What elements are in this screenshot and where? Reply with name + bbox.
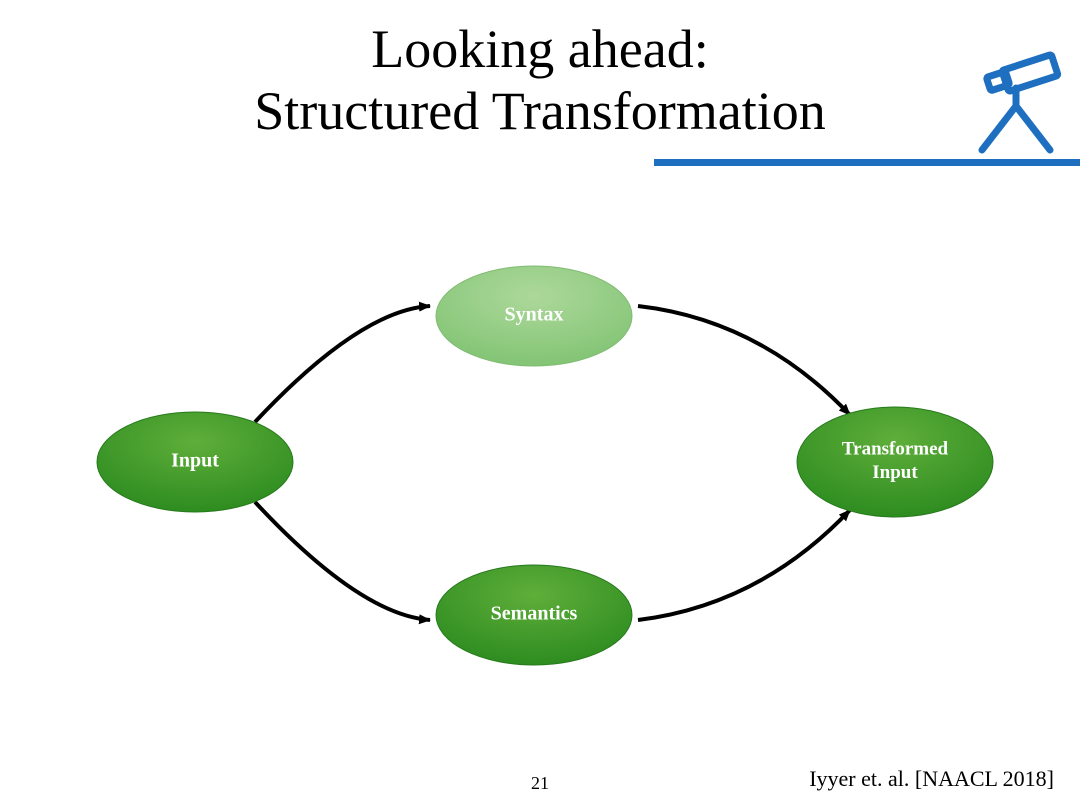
node-label-transformed: Transformed <box>842 438 949 459</box>
node-label-syntax: Syntax <box>505 304 564 326</box>
edge-syntax-transformed <box>638 306 850 415</box>
node-transformed: Transformed Input <box>797 407 993 517</box>
edge-input-syntax <box>255 306 430 422</box>
flow-diagram: Input Syntax Semantics Transformed Input <box>0 0 1080 810</box>
node-label-input: Input <box>171 450 219 472</box>
citation-text: Iyyer et. al. [NAACL 2018] <box>809 766 1054 792</box>
edge-semantics-transformed <box>638 510 850 620</box>
node-semantics: Semantics <box>436 565 632 665</box>
node-label-semantics: Semantics <box>491 603 578 625</box>
slide: Looking ahead: Structured Transformation <box>0 0 1080 810</box>
page-number: 21 <box>531 773 549 794</box>
node-syntax: Syntax <box>436 266 632 366</box>
node-label-transformed: Input <box>872 462 918 483</box>
node-input: Input <box>97 412 293 512</box>
edge-input-semantics <box>255 502 430 620</box>
